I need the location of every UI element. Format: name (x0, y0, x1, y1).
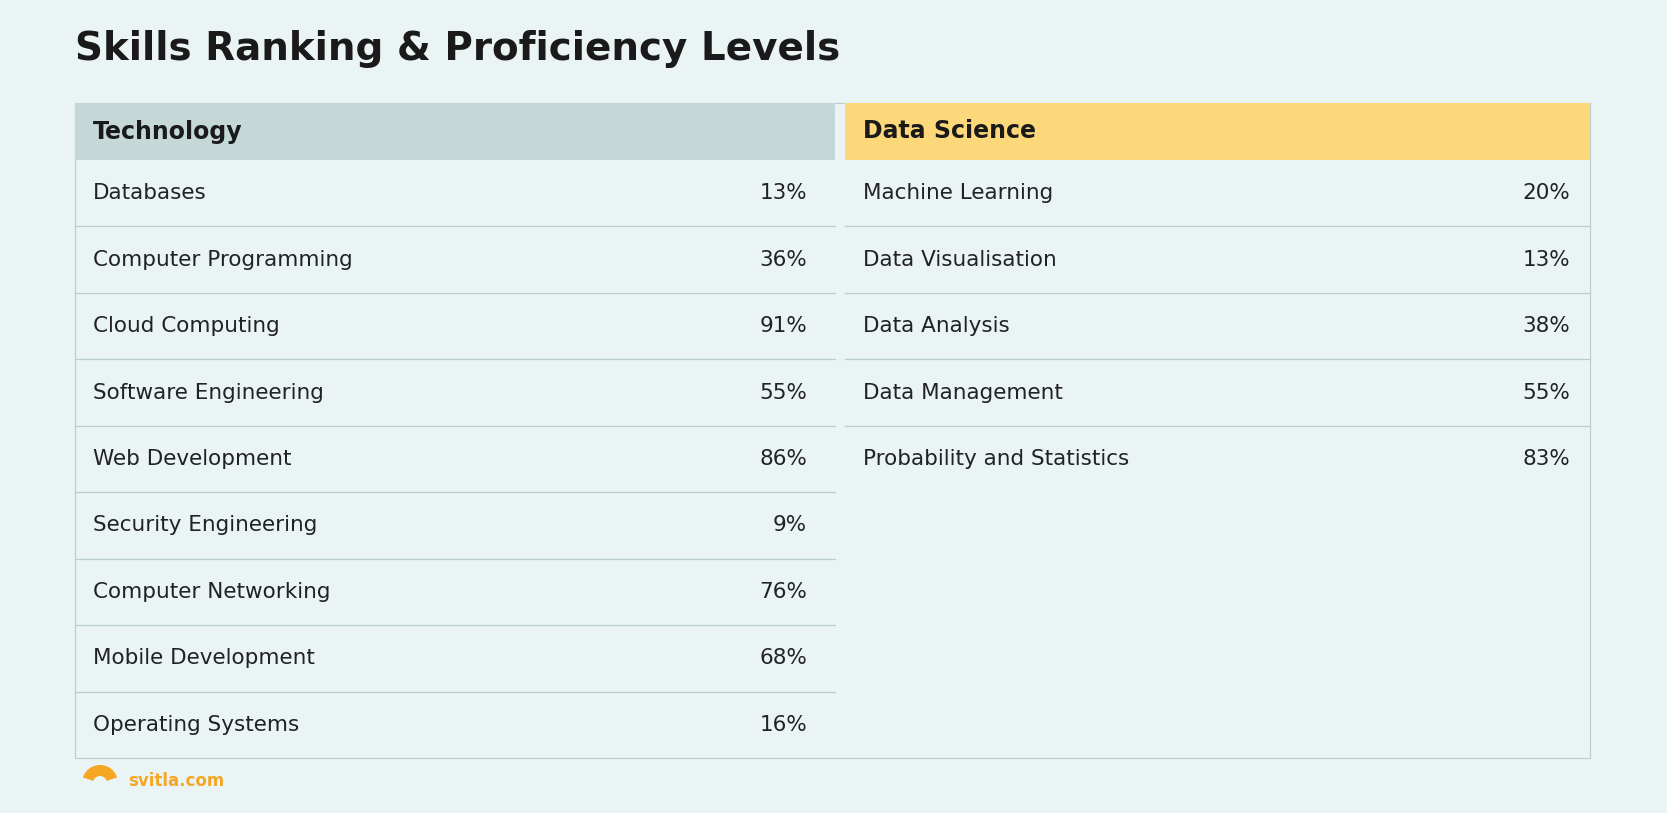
Text: 76%: 76% (758, 582, 807, 602)
Text: 38%: 38% (1522, 316, 1570, 336)
Text: 13%: 13% (760, 183, 807, 203)
Text: Operating Systems: Operating Systems (93, 715, 300, 735)
Text: 9%: 9% (773, 515, 807, 536)
Text: Skills Ranking & Proficiency Levels: Skills Ranking & Proficiency Levels (75, 30, 840, 68)
Text: 13%: 13% (1522, 250, 1570, 270)
Text: Data Visualisation: Data Visualisation (864, 250, 1057, 270)
Text: 83%: 83% (1522, 449, 1570, 469)
Wedge shape (83, 765, 117, 780)
Text: 36%: 36% (758, 250, 807, 270)
Text: Software Engineering: Software Engineering (93, 383, 323, 402)
Text: Computer Networking: Computer Networking (93, 582, 330, 602)
FancyBboxPatch shape (845, 103, 1590, 160)
Text: 86%: 86% (758, 449, 807, 469)
Text: 91%: 91% (758, 316, 807, 336)
Text: 55%: 55% (758, 383, 807, 402)
FancyBboxPatch shape (75, 103, 835, 160)
Text: Technology: Technology (93, 120, 243, 144)
Text: svitla.com: svitla.com (128, 772, 225, 790)
Text: Probability and Statistics: Probability and Statistics (864, 449, 1129, 469)
Text: Data Analysis: Data Analysis (864, 316, 1010, 336)
Text: 16%: 16% (758, 715, 807, 735)
Text: Databases: Databases (93, 183, 207, 203)
Text: 68%: 68% (758, 648, 807, 668)
Text: Data Science: Data Science (864, 120, 1035, 144)
Text: Machine Learning: Machine Learning (864, 183, 1054, 203)
Text: 20%: 20% (1522, 183, 1570, 203)
Text: Mobile Development: Mobile Development (93, 648, 315, 668)
Text: Security Engineering: Security Engineering (93, 515, 317, 536)
Text: Computer Programming: Computer Programming (93, 250, 353, 270)
Text: Web Development: Web Development (93, 449, 292, 469)
Text: Cloud Computing: Cloud Computing (93, 316, 280, 336)
Text: Data Management: Data Management (864, 383, 1064, 402)
Text: 55%: 55% (1522, 383, 1570, 402)
